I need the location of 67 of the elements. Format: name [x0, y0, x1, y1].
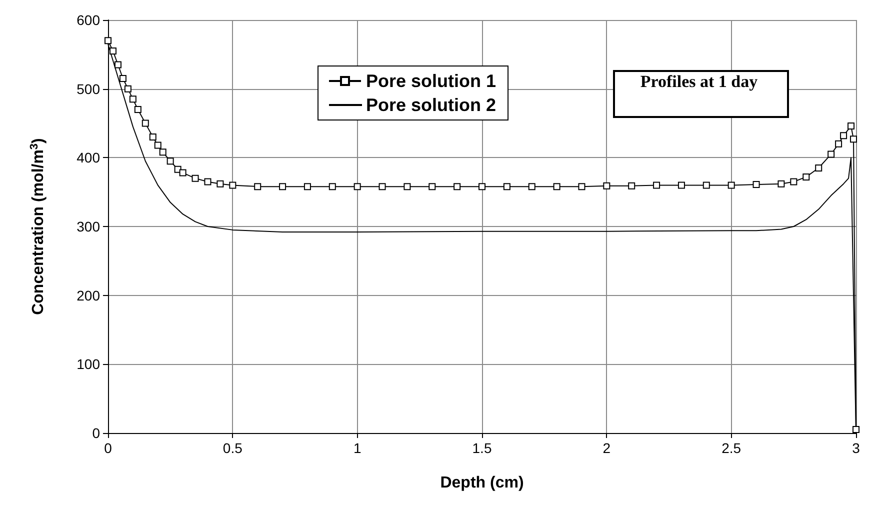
- point: [852, 426, 860, 434]
- point: [848, 122, 855, 130]
- point: [790, 178, 798, 186]
- point: [142, 120, 149, 127]
- x-tick-label: 1.5: [472, 440, 492, 456]
- point: [114, 61, 122, 68]
- point: [653, 182, 660, 189]
- y-tick-label: 500: [76, 80, 100, 97]
- point: [166, 158, 174, 165]
- point: [192, 174, 199, 182]
- point: [354, 183, 361, 190]
- point: [815, 164, 822, 172]
- point: [678, 182, 685, 189]
- legend-label: Pore solution 2: [366, 95, 496, 115]
- annotation: Profiles at 1 day: [639, 72, 759, 93]
- y-axis-title: Concentration (mol/m3): [28, 138, 47, 315]
- point: [702, 182, 710, 189]
- y-tick-label: 300: [76, 218, 100, 234]
- point: [254, 183, 262, 190]
- point: [553, 183, 560, 190]
- x-tick-label: 2: [602, 440, 611, 456]
- x-tick-label: 2.5: [722, 440, 742, 456]
- point: [134, 106, 142, 113]
- point: [179, 169, 186, 176]
- point: [119, 75, 126, 82]
- point: [378, 183, 386, 190]
- point: [840, 132, 848, 140]
- point: [503, 183, 510, 190]
- y-tick-label: 200: [76, 287, 100, 304]
- point: [478, 183, 486, 190]
- point: [279, 183, 286, 190]
- point: [528, 183, 536, 190]
- point: [752, 181, 760, 188]
- x-tick-label: 1: [353, 440, 362, 456]
- point: [216, 180, 224, 188]
- point: [850, 136, 858, 143]
- y-tick-label: 400: [76, 150, 100, 166]
- legend-label: Pore solution 1: [366, 71, 496, 91]
- point: [778, 180, 785, 188]
- point: [728, 182, 735, 189]
- y-tick-label: 600: [76, 12, 100, 28]
- point: [154, 142, 162, 149]
- y-tick-label: 0: [92, 425, 100, 441]
- point: [428, 183, 436, 190]
- point: [109, 47, 116, 54]
- point: [149, 134, 156, 141]
- x-axis-title: Depth (cm): [440, 474, 524, 492]
- point: [835, 140, 842, 148]
- point: [104, 37, 112, 44]
- point: [578, 183, 586, 190]
- point: [124, 85, 132, 92]
- point: [802, 173, 810, 180]
- point: [229, 182, 236, 189]
- point: [628, 182, 636, 190]
- x-tick-label: 0: [104, 440, 112, 456]
- point: [159, 148, 166, 156]
- point: [404, 183, 411, 190]
- point: [454, 183, 461, 190]
- point: [304, 183, 311, 190]
- x-tick-label: 3: [852, 440, 860, 456]
- point: [129, 96, 136, 103]
- point: [828, 150, 835, 158]
- point: [603, 182, 610, 190]
- point: [204, 178, 212, 186]
- x-tick-label: 0.5: [222, 440, 243, 456]
- point: [328, 183, 336, 190]
- y-tick-label: 100: [76, 356, 100, 372]
